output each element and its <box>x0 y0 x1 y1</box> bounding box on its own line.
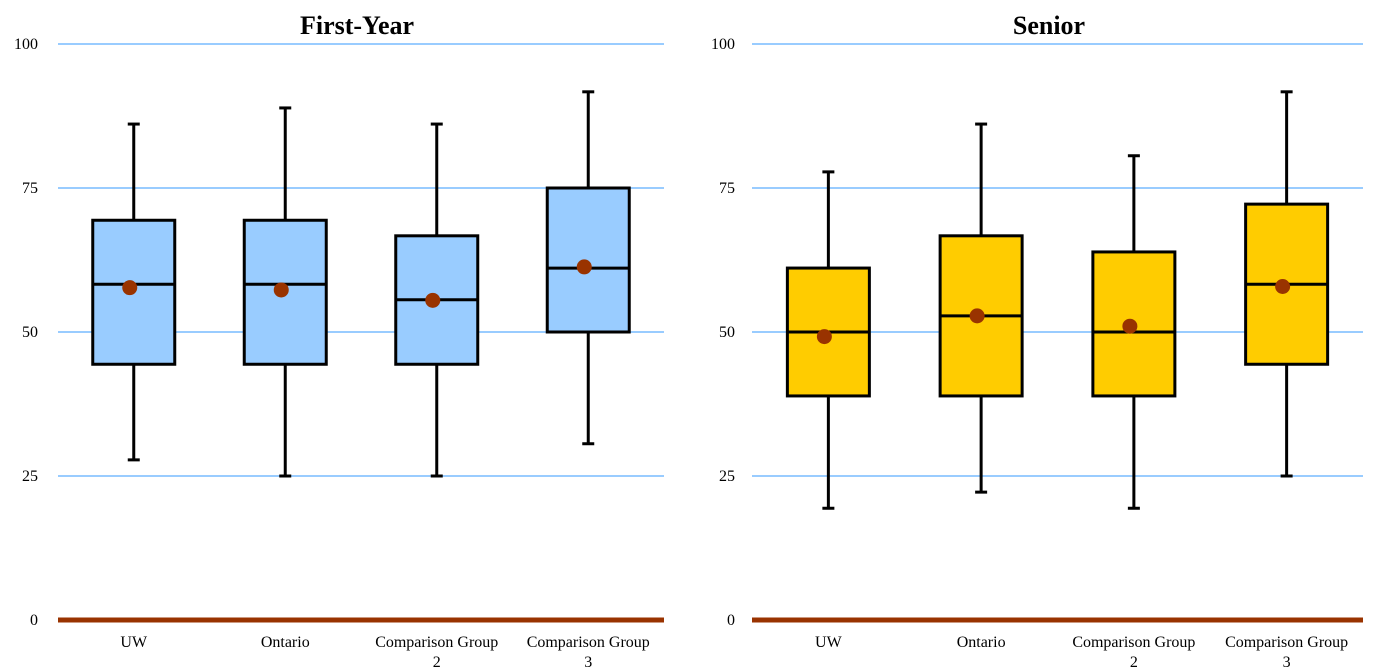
first-year-chart-svg: First-Year 0 25 50 75 100 UW Ontario Comparison … <box>14 11 664 671</box>
y-tick-label: 75 <box>719 180 735 197</box>
x-category-label-line: Ontario <box>957 634 1006 651</box>
x-category-label-line: Comparison Group <box>375 634 498 651</box>
x-category-label: Comparison Group 3 <box>1225 634 1348 671</box>
x-category-label-line: 3 <box>1283 654 1291 671</box>
box-1 <box>785 170 871 510</box>
box-3 <box>394 122 480 478</box>
mean-marker <box>122 280 138 296</box>
y-tick-label: 100 <box>711 36 735 53</box>
mean-marker <box>969 308 985 324</box>
senior-chart-svg: Senior 0 25 50 75 100 UW Ontario Comparison Grou… <box>711 11 1363 671</box>
mean-marker <box>425 292 441 308</box>
chart-title: First-Year <box>300 11 414 40</box>
mean-marker <box>1275 278 1291 294</box>
x-category-label-line: Ontario <box>261 634 310 651</box>
box-3 <box>1091 154 1177 510</box>
y-tick-label: 100 <box>14 36 38 53</box>
box-2 <box>242 106 328 478</box>
box-1 <box>91 122 177 462</box>
x-category-label: UW <box>120 634 148 651</box>
x-category-label-line: Comparison Group <box>527 634 650 651</box>
mean-marker <box>576 259 592 275</box>
chart-title: Senior <box>1013 11 1085 40</box>
x-category-label: Ontario <box>261 634 310 651</box>
x-category-label: Comparison Group 2 <box>1072 634 1195 671</box>
y-tick-label: 0 <box>727 612 735 629</box>
x-category-label-line: 2 <box>433 654 441 671</box>
x-category-label: Ontario <box>957 634 1006 651</box>
mean-marker <box>816 329 832 345</box>
y-tick-label: 75 <box>22 180 38 197</box>
x-category-label-line: Comparison Group <box>1072 634 1195 651</box>
y-tick-label: 50 <box>719 324 735 341</box>
x-category-label-line: 3 <box>584 654 592 671</box>
iqr-box <box>91 218 177 366</box>
box-4 <box>1244 90 1330 478</box>
y-tick-label: 50 <box>22 324 38 341</box>
x-category-label-line: UW <box>120 634 148 651</box>
x-category-label-line: Comparison Group <box>1225 634 1348 651</box>
mean-marker <box>1122 318 1138 334</box>
x-category-label: Comparison Group 2 <box>375 634 498 671</box>
mean-marker <box>273 282 289 298</box>
x-category-label: Comparison Group 3 <box>527 634 650 671</box>
y-tick-label: 25 <box>22 468 38 485</box>
box-2 <box>938 122 1024 494</box>
iqr-box <box>545 186 631 334</box>
first-year-chart: First-Year 0 25 50 75 100 UW Ontario Comparison … <box>0 0 691 672</box>
y-tick-label: 0 <box>30 612 38 629</box>
x-category-label-line: 2 <box>1130 654 1138 671</box>
senior-chart: Senior 0 25 50 75 100 UW Ontario Comparison Grou… <box>691 0 1383 672</box>
box-4 <box>545 90 631 446</box>
x-category-label: UW <box>815 634 843 651</box>
x-category-label-line: UW <box>815 634 843 651</box>
y-tick-label: 25 <box>719 468 735 485</box>
